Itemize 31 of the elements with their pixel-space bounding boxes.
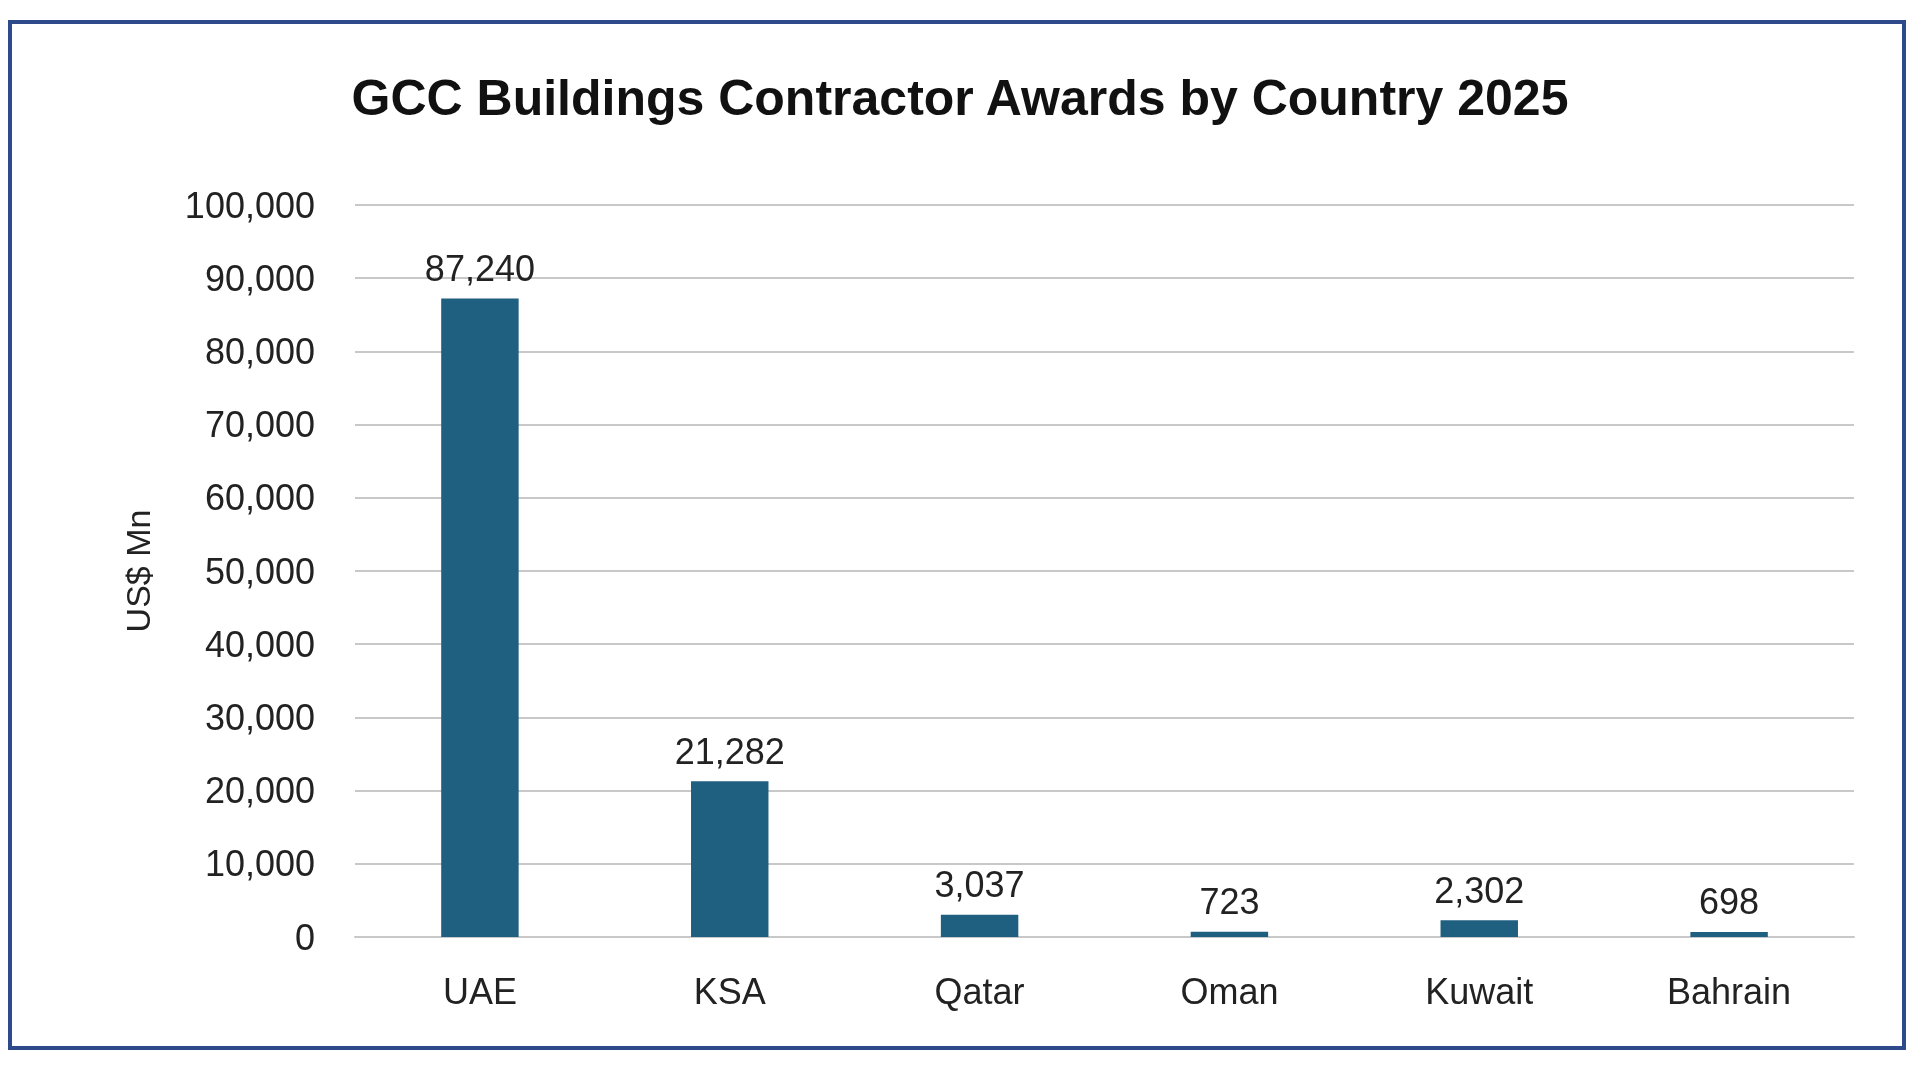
y-tick-label: 0 bbox=[294, 916, 315, 958]
y-axis-title: US$ Mn bbox=[119, 509, 157, 633]
bar bbox=[940, 914, 1019, 937]
bar bbox=[1440, 920, 1518, 937]
y-tick-label: 100,000 bbox=[184, 184, 315, 226]
x-tick-label: KSA bbox=[693, 970, 766, 1012]
y-tick-label: 50,000 bbox=[204, 550, 315, 592]
y-tick-label: 70,000 bbox=[204, 404, 315, 446]
x-tick-label: Oman bbox=[1180, 970, 1279, 1012]
y-tick-label: 80,000 bbox=[204, 330, 315, 372]
data-label: 2,302 bbox=[1434, 869, 1525, 911]
y-tick-label: 20,000 bbox=[204, 770, 315, 812]
bar bbox=[691, 781, 769, 937]
data-label: 87,240 bbox=[424, 247, 535, 289]
bar bbox=[1190, 931, 1269, 937]
data-label: 698 bbox=[1699, 881, 1760, 923]
data-label: 21,282 bbox=[674, 730, 785, 772]
chart-title: GCC Buildings Contractor Awards by Country 2025 bbox=[351, 70, 1569, 126]
bar bbox=[1690, 931, 1768, 937]
y-tick-label: 30,000 bbox=[204, 696, 315, 738]
data-label: 3,037 bbox=[934, 864, 1025, 906]
y-tick-label: 40,000 bbox=[204, 623, 315, 665]
y-tick-label: 10,000 bbox=[204, 843, 315, 885]
data-label: 723 bbox=[1199, 881, 1260, 923]
bar bbox=[441, 298, 519, 937]
x-tick-label: Qatar bbox=[934, 970, 1025, 1012]
y-tick-label: 60,000 bbox=[204, 477, 315, 519]
x-tick-label: UAE bbox=[442, 970, 517, 1012]
y-tick-label: 90,000 bbox=[204, 257, 315, 299]
x-tick-label: Bahrain bbox=[1667, 970, 1792, 1012]
x-tick-label: Kuwait bbox=[1425, 970, 1534, 1012]
